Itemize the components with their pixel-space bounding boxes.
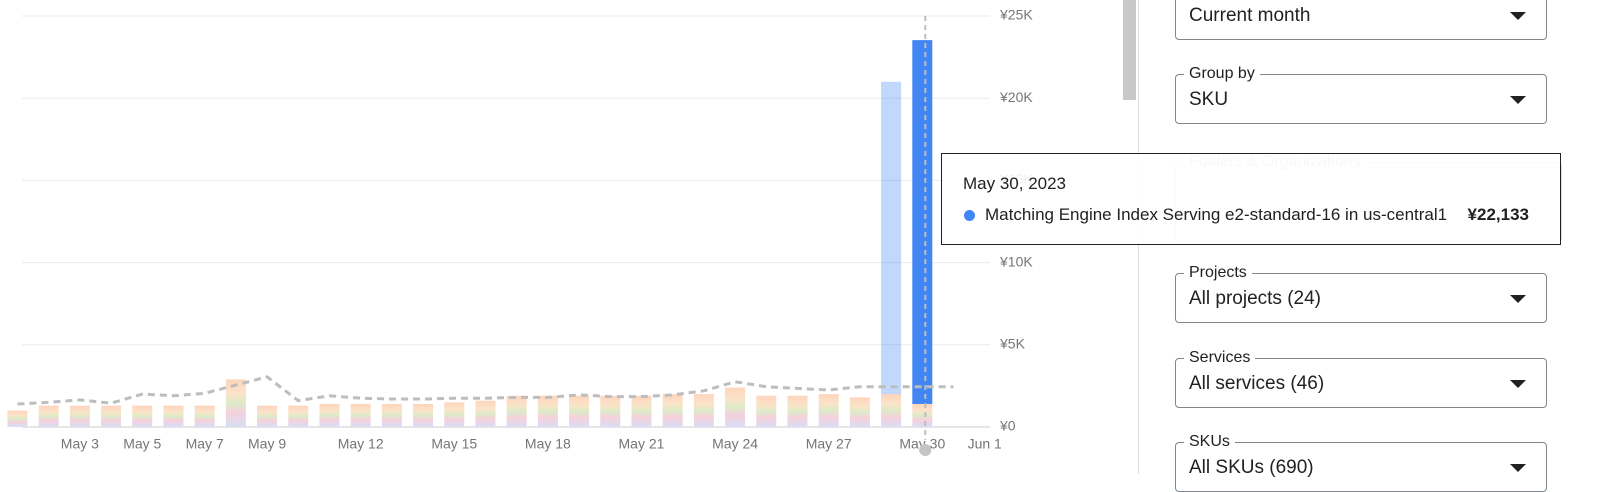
bar-segment xyxy=(912,403,933,427)
legend-dot xyxy=(964,210,975,221)
dropdown-value: All services (46) xyxy=(1189,373,1325,394)
bar-segment xyxy=(225,379,246,427)
bar-segment xyxy=(787,395,808,427)
dropdown-value: Current month xyxy=(1189,5,1311,26)
bar-segment xyxy=(756,395,777,427)
bar-segment xyxy=(194,405,215,427)
tooltip-date: May 30, 2023 xyxy=(963,174,1067,193)
bar-segment xyxy=(7,410,28,427)
bar-segment xyxy=(537,395,558,427)
bar-segment xyxy=(725,387,746,427)
bar-segment xyxy=(413,403,434,427)
tooltip-value: ¥22,133 xyxy=(1467,205,1529,224)
dropdown-arrow xyxy=(1510,96,1526,104)
bar-segment xyxy=(444,402,465,427)
x-tick-label: May 30 xyxy=(899,436,945,452)
dropdown-label: Group by xyxy=(1184,65,1260,83)
dropdown[interactable]: Projects All projects (24) xyxy=(1175,264,1547,323)
bar-segment xyxy=(381,403,402,427)
bar-segment xyxy=(693,394,714,427)
tooltip-series: Matching Engine Index Serving e2-standar… xyxy=(985,205,1448,224)
bar-segment xyxy=(163,405,184,427)
dropdown-label: SKUs xyxy=(1184,433,1235,451)
bar-segment xyxy=(849,397,870,427)
trend-line xyxy=(17,375,954,406)
dropdown-label: Services xyxy=(1184,349,1256,367)
y-tick-label: ¥5K xyxy=(999,336,1026,352)
bar-segment xyxy=(319,403,340,427)
y-tick-label: ¥0 xyxy=(999,418,1016,434)
x-tick-label: May 24 xyxy=(712,436,758,452)
y-tick-label: ¥10K xyxy=(999,253,1033,269)
dropdown[interactable]: Current month xyxy=(1175,0,1547,40)
dropdown-value: All SKUs (690) xyxy=(1189,457,1314,478)
dropdown[interactable]: SKUs All SKUs (690) xyxy=(1175,433,1547,492)
dropdown[interactable]: Group by SKU xyxy=(1175,65,1547,124)
dropdown-arrow xyxy=(1510,12,1526,20)
x-tick-label: May 21 xyxy=(619,436,665,452)
bar-segment xyxy=(569,395,590,427)
y-tick-label: ¥25K xyxy=(999,7,1033,23)
hover-dot xyxy=(919,444,932,456)
x-tick-label: May 3 xyxy=(61,436,99,452)
bar-segment xyxy=(881,81,902,395)
bar-segment xyxy=(350,403,371,427)
tooltip: May 30, 2023 Matching Engine Index Servi… xyxy=(941,153,1561,245)
bar-segment xyxy=(662,394,683,427)
bar-segment xyxy=(881,394,902,427)
x-tick-label: May 18 xyxy=(525,436,571,452)
dropdown-arrow xyxy=(1510,380,1526,388)
bar-segment xyxy=(69,405,90,427)
x-tick-label: May 27 xyxy=(806,436,852,452)
x-tick-label: May 9 xyxy=(248,436,286,452)
dropdown-arrow xyxy=(1510,464,1526,472)
x-tick-label: Jun 1 xyxy=(968,436,1002,452)
bar-segment xyxy=(288,405,309,427)
bar-segment xyxy=(257,405,278,427)
bar-segment xyxy=(132,405,153,427)
dropdown-label: Projects xyxy=(1184,264,1252,282)
bar-segment xyxy=(475,400,496,427)
bar-segment xyxy=(818,394,839,427)
dropdown-value: All projects (24) xyxy=(1189,288,1321,309)
bar-segment xyxy=(506,395,527,427)
x-tick-label: May 15 xyxy=(431,436,477,452)
x-tick-label: May 5 xyxy=(123,436,161,452)
scrollbar[interactable] xyxy=(1123,0,1136,100)
x-tick-label: May 12 xyxy=(338,436,384,452)
dropdown-value: SKU xyxy=(1189,89,1229,110)
bar-segment xyxy=(101,405,122,427)
bar-segment xyxy=(600,395,621,427)
dropdown[interactable]: Services All services (46) xyxy=(1175,349,1547,408)
bar-segment xyxy=(38,405,59,427)
x-tick-label: May 7 xyxy=(186,436,224,452)
y-tick-label: ¥20K xyxy=(999,89,1033,105)
bar-segment xyxy=(912,40,933,404)
dropdown-arrow xyxy=(1510,295,1526,303)
bar-segment xyxy=(631,395,652,427)
